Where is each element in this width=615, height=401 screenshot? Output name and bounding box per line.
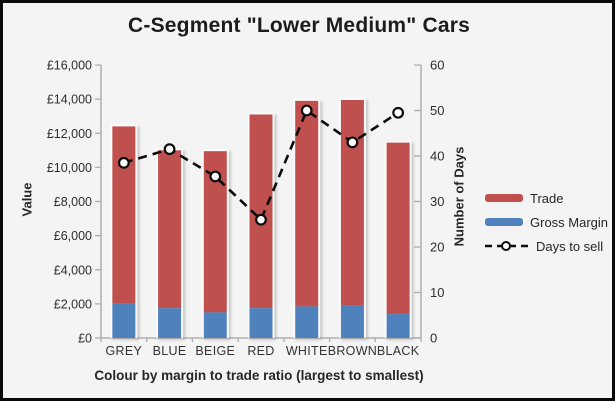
value-axis-tick-label: £6,000 [54, 229, 92, 243]
bar-gross-margin-grey [112, 303, 136, 338]
bars-layer [110, 97, 412, 339]
days-to-sell-marker-grey [117, 156, 130, 169]
days-to-sell-marker-brown [346, 136, 359, 149]
bar-trade-brown [340, 99, 364, 306]
bar-gross-margin-beige [203, 312, 227, 338]
legend-item-days-to-sell: Days to sell [485, 236, 608, 256]
days-to-sell-swatch-icon [485, 241, 529, 251]
category-label: GREY [106, 344, 143, 358]
days-to-sell-marker-white [300, 104, 313, 117]
days-axis-tick-label: 30 [430, 194, 444, 209]
bar-trade-white [295, 100, 319, 307]
days-axis-tick-label: 40 [430, 149, 444, 164]
bar-gross-margin-blue [158, 308, 182, 338]
legend-item-trade: Trade [485, 188, 608, 208]
days-axis-tick-label: 10 [430, 285, 444, 300]
category-label: WHITE [286, 344, 328, 358]
bar-trade-blue [158, 150, 182, 309]
chart-plot-area: £0 £2,000 £4,000 £6,000 £8,000 £10,000 £12,000… [47, 58, 445, 359]
trade-swatch-icon [485, 194, 523, 202]
value-axis-tick-label: £12,000 [47, 127, 92, 141]
bar-trade-black [386, 142, 410, 315]
bar-trade-red [249, 114, 273, 309]
category-label: BLUE [153, 344, 187, 358]
category-label: BROWN [328, 344, 377, 358]
value-axis-tick-label: £0 [78, 332, 92, 346]
legend: Trade Gross Margin Days to sell [485, 188, 608, 260]
days-to-sell-marker-beige [209, 170, 222, 183]
value-axis-tick-label: £8,000 [54, 195, 92, 209]
value-axis-tick-label: £16,000 [47, 59, 92, 73]
chart-title: C-Segment "Lower Medium" Cars [128, 14, 470, 37]
bar-trade-beige [203, 151, 227, 313]
bar-gross-margin-white [295, 306, 319, 338]
tick-labels-layer: £0 £2,000 £4,000 £6,000 £8,000 £10,000 £12,000… [47, 58, 445, 359]
legend-label-gross-margin: Gross Margin [530, 214, 609, 230]
value-axis-tick-label: £14,000 [47, 93, 92, 107]
days-axis-tick-label: 50 [430, 103, 444, 118]
days-to-sell-marker-red [255, 213, 267, 226]
legend-label-days-to-sell: Days to sell [536, 238, 604, 254]
days-axis-tick-label: 0 [430, 331, 437, 346]
days-axis-tick-label: 20 [430, 240, 444, 255]
category-label: RED [247, 344, 274, 358]
bar-trade-grey [112, 126, 136, 304]
value-axis-tick-label: £2,000 [54, 297, 92, 311]
days-axis-title: Number of Days [451, 146, 467, 247]
value-axis-title: Value [19, 182, 35, 217]
x-axis-title: Colour by margin to trade ratio (largest… [94, 368, 424, 383]
days-axis-tick-label: 60 [430, 58, 444, 73]
days-to-sell-marker-blue [163, 143, 176, 156]
value-axis-tick-label: £10,000 [47, 161, 92, 175]
gross-margin-swatch-icon [485, 218, 523, 226]
line-layer [117, 104, 405, 226]
category-label: BLACK [377, 344, 420, 358]
bar-gross-margin-brown [340, 305, 364, 338]
legend-label-trade: Trade [530, 190, 564, 206]
bar-gross-margin-black [386, 314, 410, 338]
legend-item-gross-margin: Gross Margin [485, 212, 608, 232]
category-label: BEIGE [195, 344, 235, 358]
value-axis-tick-label: £4,000 [54, 263, 92, 277]
days-to-sell-marker-black [392, 106, 405, 119]
bar-gross-margin-red [249, 308, 273, 338]
